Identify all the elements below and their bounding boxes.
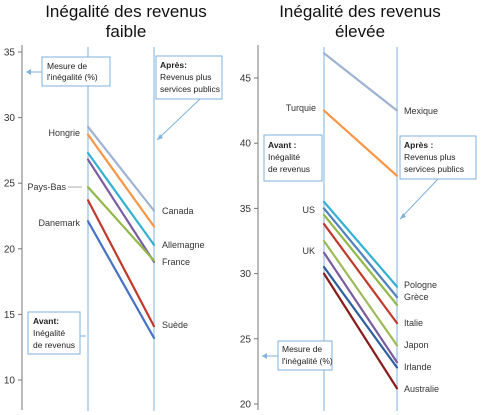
right-label-grece: Grèce: [404, 292, 429, 302]
left-title-line1: Inégalité des revenus: [45, 2, 207, 21]
left-series-line-2: [86, 151, 156, 246]
right-before-annotation: Avant : Inégalité de revenus: [263, 134, 323, 182]
right-series: [322, 52, 399, 390]
left-title-line2: faible: [106, 22, 147, 41]
right-label-uk: UK: [302, 246, 315, 256]
right-series-line-4: [322, 213, 399, 306]
svg-text:de revenus: de revenus: [33, 340, 75, 350]
chart-right: Inégalité des revenus élevée 20 25 30 35 40 4…: [240, 2, 477, 411]
right-title-line1: Inégalité des revenus: [279, 2, 441, 21]
left-series-line-4: [86, 186, 156, 262]
svg-text:services publics: services publics: [160, 84, 220, 94]
right-label-pologne: Pologne: [404, 280, 437, 290]
left-y-tick-label: 20: [4, 244, 16, 255]
right-label-australie: Australie: [404, 384, 439, 394]
right-y-tick-label: 20: [240, 400, 252, 411]
right-y-tick-label: 30: [240, 269, 252, 280]
left-y-tick-label: 35: [4, 48, 16, 59]
svg-text:de revenus: de revenus: [268, 164, 310, 174]
svg-text:Avant:: Avant:: [33, 316, 59, 326]
left-y-tick-label: 25: [4, 179, 16, 190]
svg-text:l'inégalité (%): l'inégalité (%): [47, 72, 98, 82]
right-y-tick-label: 25: [240, 334, 252, 345]
right-series-line-0: [322, 52, 399, 112]
right-label-japon: Japon: [404, 340, 429, 350]
right-series-line-1: [322, 109, 399, 177]
right-y-tick-label: 35: [240, 204, 252, 215]
svg-text:Mesure de: Mesure de: [47, 61, 87, 71]
left-series-line-0: [86, 125, 156, 212]
svg-text:Avant :: Avant :: [268, 140, 297, 150]
svg-text:Mesure de: Mesure de: [282, 344, 322, 354]
left-y-tick-label: 10: [4, 376, 16, 387]
right-series-line-9: [322, 272, 399, 390]
left-before-annotation: Avant: Inégalité de revenus: [27, 311, 86, 355]
left-y-tick-label: 30: [4, 113, 16, 124]
right-series-line-2: [322, 200, 399, 288]
right-label-us: US: [302, 205, 315, 215]
right-after-annotation: Après : Revenus plus services publics: [399, 135, 477, 220]
left-measure-annotation: Mesure de l'inégalité (%): [26, 56, 111, 87]
chart-left: Inégalité des revenus faible 10 15 20 25 30 3…: [4, 2, 223, 411]
right-series-line-6: [322, 239, 399, 347]
right-y-tick-label: 45: [240, 74, 252, 85]
right-label-irlande: Irlande: [404, 362, 432, 372]
right-title-line2: élevée: [335, 22, 385, 41]
left-series-line-3: [86, 158, 156, 264]
svg-text:Après:: Après:: [160, 60, 187, 70]
left-label-france: France: [162, 257, 190, 267]
left-series-line-1: [86, 133, 156, 228]
left-label-hongrie: Hongrie: [48, 128, 80, 138]
left-label-allemagne: Allemagne: [162, 240, 205, 250]
left-series-line-5: [86, 199, 156, 328]
svg-text:Revenus plus: Revenus plus: [404, 152, 456, 162]
right-series-line-5: [322, 222, 399, 325]
right-series-line-7: [322, 251, 399, 364]
left-after-annotation: Après: Revenus plus services publics: [155, 55, 223, 141]
left-series: [86, 125, 156, 340]
svg-text:l'inégalité (%): l'inégalité (%): [282, 356, 333, 366]
right-y-ticks: 20 25 30 35 40 45: [240, 74, 258, 411]
left-y-tick-label: 15: [4, 310, 16, 321]
left-series-line-6: [86, 220, 156, 340]
svg-text:services publics: services publics: [404, 164, 464, 174]
right-label-turquie: Turquie: [286, 103, 316, 113]
left-label-suede: Suède: [162, 320, 188, 330]
svg-text:Revenus plus: Revenus plus: [160, 72, 212, 82]
svg-text:Après :: Après :: [404, 140, 433, 150]
right-label-italie: Italie: [404, 318, 423, 328]
left-label-danemark: Danemark: [38, 218, 80, 228]
right-label-mexique: Mexique: [404, 106, 438, 116]
left-y-ticks: 10 15 20 25 30 35: [4, 48, 22, 387]
left-label-canada: Canada: [162, 206, 194, 216]
right-series-line-8: [322, 265, 399, 369]
right-series-line-3: [322, 207, 399, 299]
svg-text:Inégalité: Inégalité: [268, 152, 300, 162]
left-label-pays-bas: Pays-Bas: [27, 182, 66, 192]
right-measure-annotation: Mesure de l'inégalité (%): [262, 340, 333, 371]
right-y-tick-label: 40: [240, 139, 252, 150]
svg-text:Inégalité: Inégalité: [33, 328, 65, 338]
